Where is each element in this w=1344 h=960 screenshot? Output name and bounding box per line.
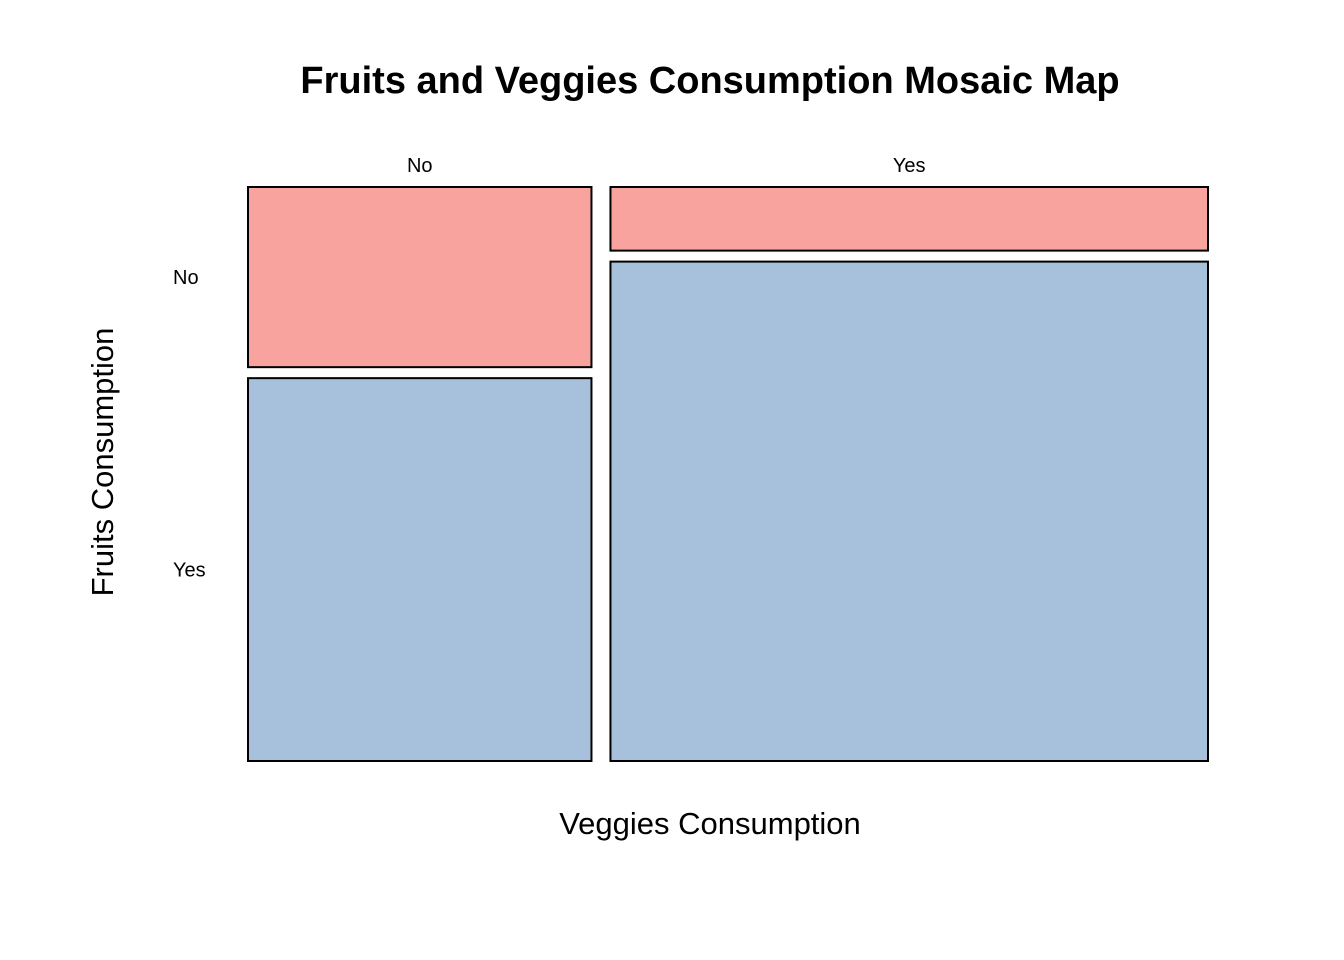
tile-veggies-no-fruits-no xyxy=(247,186,593,369)
x-axis-label: Veggies Consumption xyxy=(559,806,861,841)
row-label-no: No xyxy=(173,267,199,289)
column-label-yes: Yes xyxy=(893,155,926,177)
tile-veggies-no-fruits-yes xyxy=(247,377,593,762)
tile-veggies-yes-fruits-yes xyxy=(609,260,1209,762)
row-labels: No Yes xyxy=(173,267,206,582)
row-label-yes: Yes xyxy=(173,560,206,582)
y-axis-label: Fruits Consumption xyxy=(85,328,120,597)
mosaic-tiles xyxy=(247,186,1209,762)
chart-title: Fruits and Veggies Consumption Mosaic Ma… xyxy=(300,60,1119,102)
tile-veggies-yes-fruits-no xyxy=(609,186,1209,252)
column-labels: No Yes xyxy=(407,155,926,177)
column-label-no: No xyxy=(407,155,433,177)
